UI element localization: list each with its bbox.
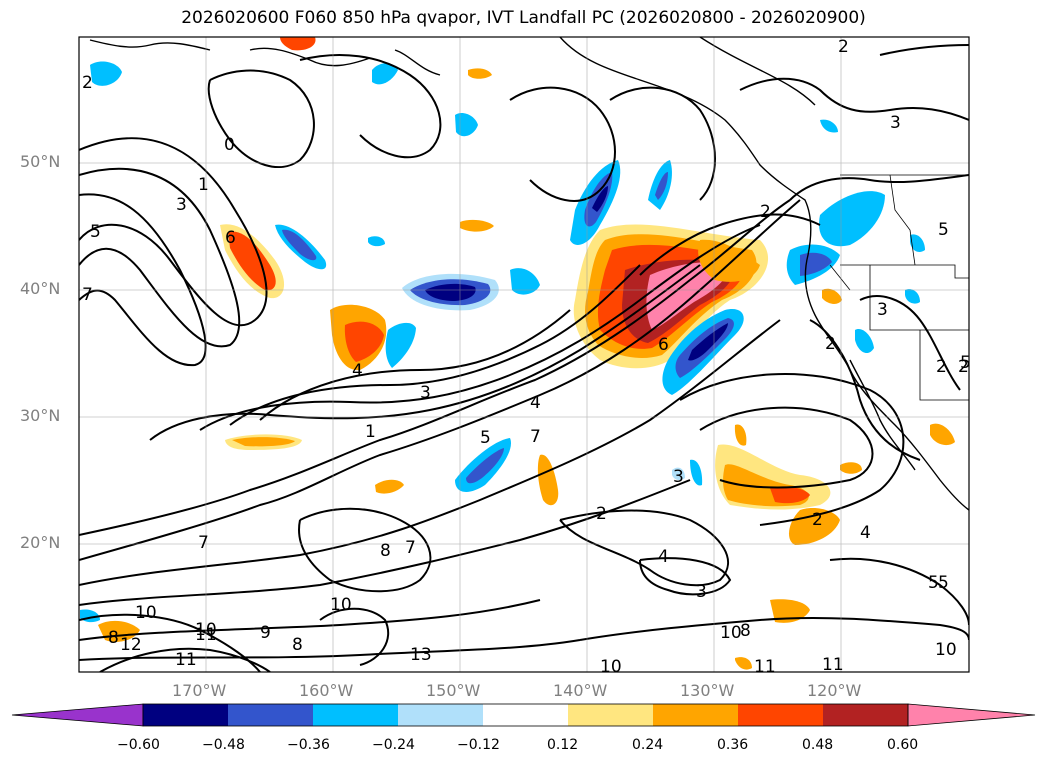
contour-label: 2	[936, 357, 947, 377]
colorbar-segment	[568, 704, 653, 726]
contour-label: 11	[754, 657, 776, 677]
colorbar-segment	[738, 704, 823, 726]
colorbar-extend-low	[11, 703, 144, 727]
contour-label: 2	[82, 73, 93, 93]
colorbar-tick: −0.36	[287, 737, 330, 753]
contour-label: 10	[935, 640, 957, 660]
contour-label: 2	[760, 202, 771, 222]
contour-label: 8	[292, 635, 303, 655]
lon-label-160: 160°W	[299, 681, 354, 700]
contour-label: 3	[176, 195, 187, 215]
lon-label-170: 170°W	[172, 681, 227, 700]
contour-label: 4	[860, 523, 871, 543]
contour-label: 1	[365, 422, 376, 442]
contour-label: 2	[958, 357, 969, 377]
contour-label: 11	[195, 625, 217, 645]
lat-label-50: 50°N	[20, 152, 61, 171]
colorbar-segment	[398, 704, 483, 726]
contour-label: 11	[822, 655, 844, 675]
contour-label: 9	[260, 623, 271, 643]
colorbar-tick: −0.12	[457, 737, 500, 753]
contour-label: 10	[330, 595, 352, 615]
graticule-layer	[79, 37, 969, 672]
contour-label: 12	[120, 635, 142, 655]
lat-label-30: 30°N	[20, 406, 61, 425]
colorbar-outline	[142, 703, 909, 727]
colorbar-tick: −0.48	[202, 737, 245, 753]
contour-label: 10	[600, 657, 622, 677]
colorbar-tick: 0.60	[887, 737, 919, 753]
border-layer	[829, 174, 969, 401]
colorbar-tick: 0.24	[632, 737, 664, 753]
contour-label: 5	[938, 573, 949, 593]
colorbar-tick: 0.12	[547, 737, 579, 753]
ivt-contour-layer	[79, 44, 969, 672]
contour-label: 4	[352, 361, 363, 381]
lon-label-120: 120°W	[807, 681, 862, 700]
contour-label: 3	[673, 467, 684, 487]
contour-label: 7	[82, 285, 93, 305]
map-frame	[78, 36, 970, 673]
colorbar	[11, 703, 1036, 727]
lat-label-20: 20°N	[20, 533, 61, 552]
contour-label: 3	[890, 113, 901, 133]
contour-label: 10	[195, 620, 217, 640]
lon-label-140: 140°W	[553, 681, 608, 700]
lon-label-130: 130°W	[680, 681, 735, 700]
contour-label: 7	[530, 427, 541, 447]
colorbar-segment	[228, 704, 313, 726]
contour-label: 3	[696, 582, 707, 602]
contour-label: 2	[825, 334, 836, 354]
contour-label: 10	[135, 603, 157, 623]
contour-label: 1	[198, 175, 209, 195]
contour-label: 8	[108, 628, 119, 648]
colorbar-segment	[143, 704, 228, 726]
contour-label: 2	[812, 510, 823, 530]
contour-label: 7	[198, 533, 209, 553]
colorbar-extend-high	[907, 703, 1036, 727]
contour-label: 6	[225, 228, 236, 248]
colorbar-segment	[653, 704, 738, 726]
contour-label: 10	[720, 623, 742, 643]
colorbar-tick: 0.36	[717, 737, 749, 753]
contour-label: 5	[480, 428, 491, 448]
contour-label: 5	[960, 353, 971, 373]
filled-anomaly-layer	[80, 37, 955, 670]
colorbar-tick: −0.60	[117, 737, 160, 753]
contour-label: 4	[530, 393, 541, 413]
colorbar-segment	[823, 704, 908, 726]
contour-label: 5	[90, 222, 101, 242]
colorbar-segment	[483, 704, 568, 726]
lat-label-40: 40°N	[20, 279, 61, 298]
contour-label: 8	[740, 621, 751, 641]
contour-label: 7	[405, 538, 416, 558]
colorbar-tick: −0.24	[372, 737, 415, 753]
coastline-layer	[89, 37, 969, 511]
contour-label: 5	[938, 220, 949, 240]
colorbar-segment	[313, 704, 398, 726]
contour-label: 6	[658, 335, 669, 355]
contour-label: 0	[224, 135, 235, 155]
contour-label: 13	[410, 645, 432, 665]
contour-label: 11	[175, 650, 197, 670]
contour-label: 4	[658, 547, 669, 567]
contour-label: 5	[928, 573, 939, 593]
colorbar-tick: 0.48	[802, 737, 834, 753]
contour-label: 2	[596, 504, 607, 524]
contour-label: 8	[380, 541, 391, 561]
lon-label-150: 150°W	[426, 681, 481, 700]
contour-label: 3	[420, 383, 431, 403]
contour-label: 2	[838, 37, 849, 57]
map-title: 2026020600 F060 850 hPa qvapor, IVT Land…	[181, 8, 866, 28]
contour-label: 3	[877, 300, 888, 320]
